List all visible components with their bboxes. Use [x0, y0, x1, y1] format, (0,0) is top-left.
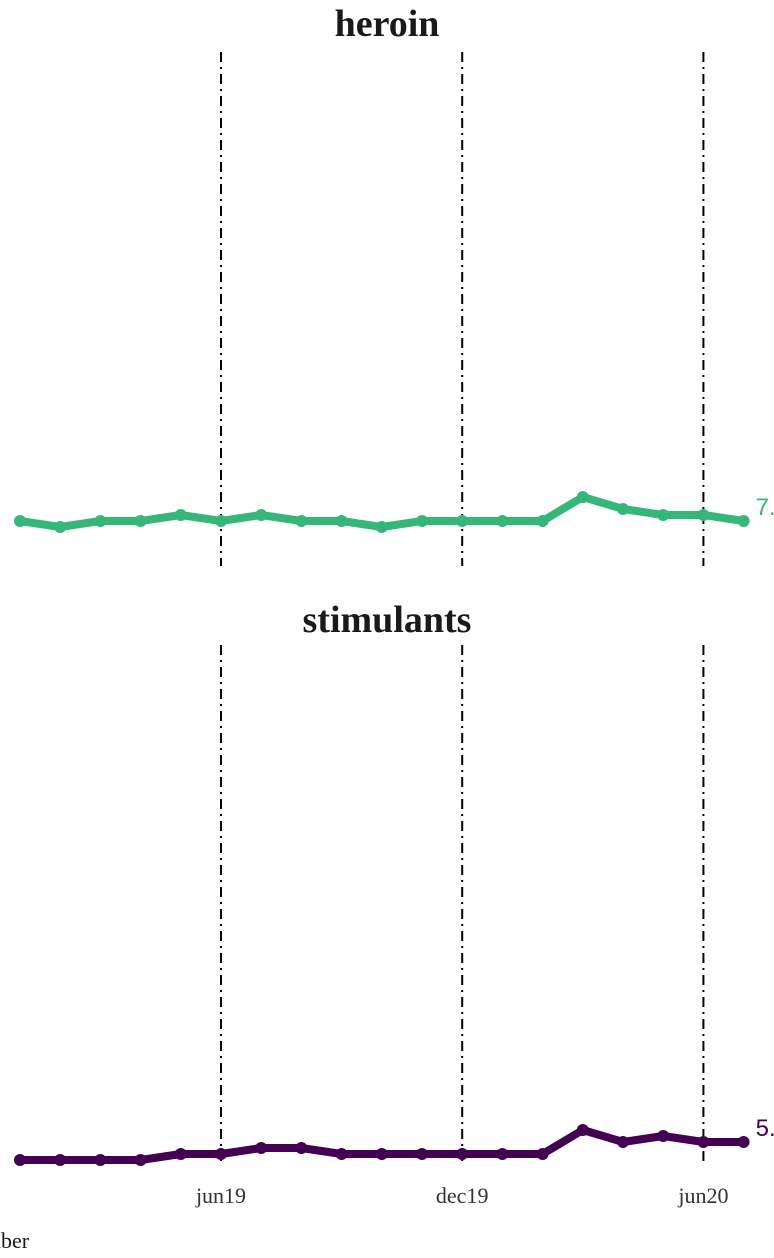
data-point-feb19 [54, 521, 67, 533]
data-point-aug19 [295, 515, 308, 527]
data-point-oct19 [375, 521, 388, 533]
data-point-sep19 [335, 1148, 348, 1160]
data-point-nov19 [416, 515, 428, 527]
data-point-dec19 [456, 1148, 469, 1160]
data-point-apr20 [617, 1136, 629, 1148]
data-point-mar19 [94, 515, 107, 527]
heroin-panel-title: heroin [334, 3, 440, 45]
data-point-mar20 [576, 1124, 589, 1136]
data-point-jul19 [255, 1142, 268, 1154]
data-point-jun20 [697, 1136, 710, 1148]
data-point-may20 [657, 1130, 670, 1142]
data-point-jan19 [14, 515, 26, 527]
data-point-may19 [174, 1148, 187, 1160]
data-point-jun19 [215, 515, 227, 527]
data-point-jan19 [14, 1154, 26, 1166]
end-value-label: 7.2 [756, 494, 774, 521]
truncated-caption: nber [0, 1228, 30, 1253]
data-point-feb19 [54, 1154, 67, 1166]
data-point-oct19 [375, 1148, 388, 1160]
data-point-jul20 [737, 515, 750, 527]
data-point-dec19 [456, 515, 469, 527]
data-point-apr20 [617, 503, 629, 515]
data-point-jul20 [737, 1136, 750, 1148]
x-tick-label-jun20: jun20 [677, 1183, 728, 1208]
data-point-sep19 [335, 515, 348, 527]
end-value-label: 5.6 [756, 1115, 774, 1142]
x-tick-label-jun19: jun19 [195, 1183, 246, 1208]
data-point-feb20 [536, 1148, 549, 1160]
data-point-may19 [174, 509, 187, 521]
data-point-jun19 [215, 1148, 227, 1160]
data-point-jan20 [496, 515, 509, 527]
stimulants-panel-title: stimulants [302, 599, 472, 641]
data-point-aug19 [295, 1142, 308, 1154]
data-point-apr19 [134, 1154, 147, 1166]
data-point-mar20 [576, 491, 589, 503]
data-point-mar19 [94, 1154, 107, 1166]
x-tick-label-dec19: dec19 [436, 1183, 489, 1208]
data-point-feb20 [536, 515, 549, 527]
data-point-jan20 [496, 1148, 509, 1160]
data-point-jul19 [255, 509, 268, 521]
data-point-apr19 [134, 515, 147, 527]
data-point-jun20 [697, 509, 710, 521]
data-point-nov19 [416, 1148, 428, 1160]
data-point-may20 [657, 509, 670, 521]
